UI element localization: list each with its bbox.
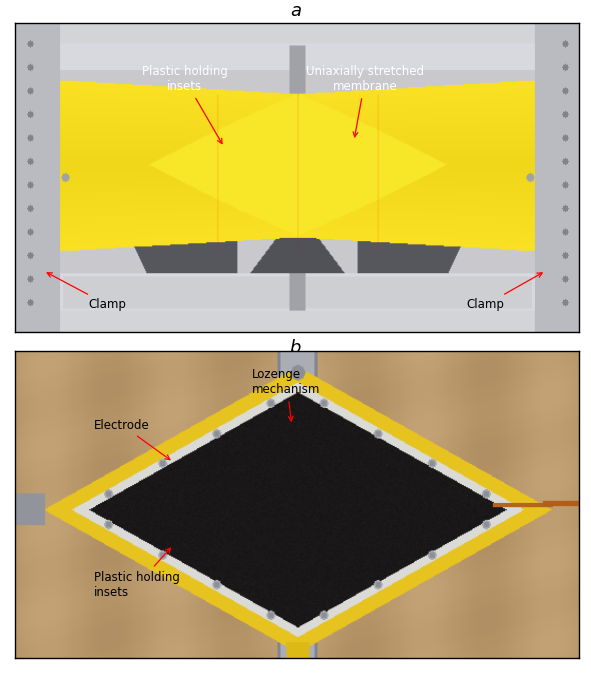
Text: Clamp: Clamp	[47, 273, 126, 311]
Text: Uniaxially stretched
membrane: Uniaxially stretched membrane	[306, 65, 424, 137]
Text: b: b	[290, 339, 301, 357]
Text: Electrode: Electrode	[95, 418, 170, 460]
Text: a: a	[290, 2, 301, 20]
Text: Plastic holding
insets: Plastic holding insets	[95, 548, 180, 599]
Text: Plastic holding
insets: Plastic holding insets	[142, 65, 228, 144]
Text: Clamp: Clamp	[467, 273, 542, 311]
Text: Lozenge
mechanism: Lozenge mechanism	[252, 369, 321, 421]
